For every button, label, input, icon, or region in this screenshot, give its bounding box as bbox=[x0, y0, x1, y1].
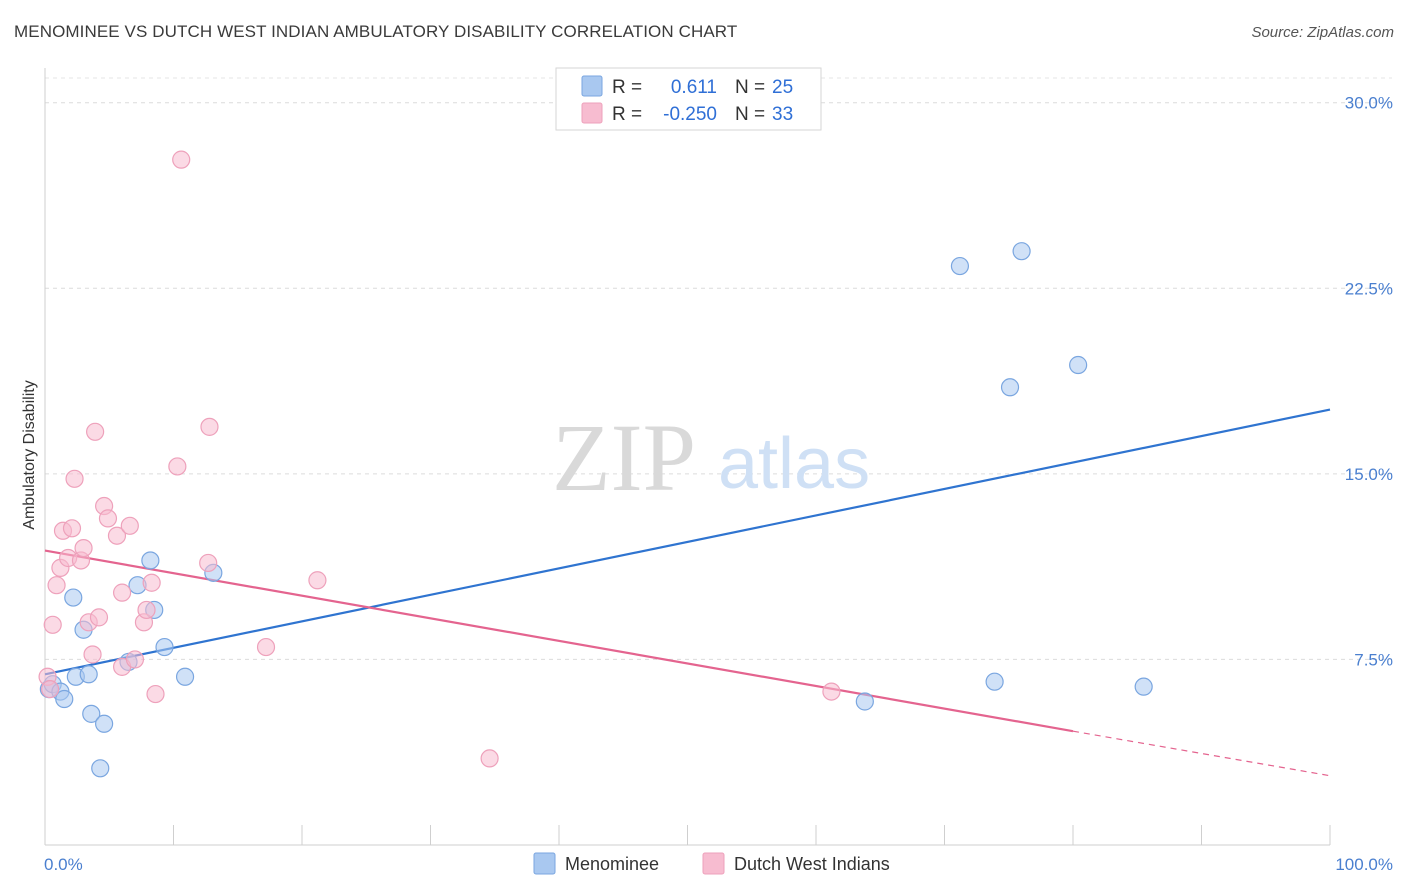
legend-n-label: N = bbox=[735, 104, 765, 125]
x-tick-label: 100.0% bbox=[1335, 855, 1393, 874]
y-tick-label: 30.0% bbox=[1345, 94, 1393, 113]
menominee-point bbox=[79, 665, 98, 684]
y-tick-label: 7.5% bbox=[1354, 650, 1393, 669]
dutch-west-indians-point bbox=[74, 538, 93, 558]
menominee-point bbox=[64, 588, 83, 607]
dutch-west-indians-point bbox=[89, 608, 109, 627]
dutch-west-indians-point bbox=[822, 682, 841, 701]
dutch-west-indians-point bbox=[125, 650, 145, 669]
dutch-west-indians-point bbox=[200, 417, 219, 436]
dutch-west-indians-point bbox=[168, 457, 187, 476]
legend-swatch-menominee bbox=[581, 75, 603, 97]
menominee-point bbox=[141, 551, 160, 570]
y-tick-label: 15.0% bbox=[1345, 465, 1393, 484]
menominee-point bbox=[1134, 677, 1153, 696]
menominee-trend-line bbox=[44, 408, 1331, 676]
y-axis-label: Ambulatory Disability bbox=[21, 380, 38, 529]
dutch-west-indians-point bbox=[142, 573, 161, 592]
dutch-west-indians-point bbox=[146, 684, 165, 704]
data-points bbox=[38, 150, 1153, 778]
dutch-west-indians-point bbox=[62, 519, 82, 538]
legend-swatch-dutch-west-indians bbox=[581, 102, 603, 124]
dutch-west-indians-point bbox=[98, 509, 118, 528]
legend-r-label: R = bbox=[612, 104, 642, 125]
dutch-west-indians-point bbox=[41, 680, 60, 699]
menominee-point bbox=[95, 714, 114, 733]
x-tick-labels: 0.0% 100.0% bbox=[44, 855, 1393, 874]
legend-n-label: N = bbox=[735, 77, 765, 98]
correlation-legend: R = 0.611 N = 25 R = -0.250 N = 33 bbox=[555, 67, 822, 131]
series-legend-swatch-dutch-west-indians bbox=[702, 852, 725, 875]
y-tick-labels: 7.5% 15.0% 22.5% 30.0% bbox=[1345, 94, 1393, 670]
dutch-west-indians-point bbox=[112, 583, 132, 602]
dutch-west-indians-point bbox=[107, 526, 127, 545]
legend-r-label: R = bbox=[612, 77, 642, 98]
series-legend-swatch-menominee bbox=[533, 852, 556, 875]
dutch-west-indians-point bbox=[172, 150, 191, 169]
legend-n-value-dutch-west-indians: 33 bbox=[772, 104, 793, 125]
legend-r-value-dutch-west-indians: -0.250 bbox=[663, 104, 717, 125]
dutch-west-indians-trend-line bbox=[44, 549, 1074, 733]
legend-n-value-menominee: 25 bbox=[772, 77, 793, 98]
dutch-west-indians-trend-extension bbox=[1072, 730, 1331, 777]
dutch-west-indians-point bbox=[43, 615, 62, 634]
x-tick-label: 0.0% bbox=[44, 855, 83, 874]
menominee-point bbox=[1069, 355, 1088, 375]
menominee-point bbox=[82, 704, 101, 723]
y-tick-label: 22.5% bbox=[1345, 279, 1393, 298]
watermark-zip: ZIP bbox=[552, 404, 696, 511]
menominee-point bbox=[855, 692, 874, 711]
menominee-point bbox=[1012, 242, 1031, 261]
menominee-point bbox=[91, 759, 110, 778]
source-label: Source: ZipAtlas.com bbox=[1251, 24, 1394, 41]
chart-title: MENOMINEE VS DUTCH WEST INDIAN AMBULATOR… bbox=[14, 22, 738, 41]
dutch-west-indians-point bbox=[120, 516, 139, 535]
menominee-point bbox=[155, 637, 174, 657]
menominee-point bbox=[175, 667, 195, 686]
menominee-point bbox=[1000, 378, 1020, 397]
dutch-west-indians-point bbox=[199, 553, 218, 573]
dutch-west-indians-point bbox=[137, 600, 156, 620]
menominee-point bbox=[985, 672, 1004, 691]
dutch-west-indians-point bbox=[47, 576, 66, 595]
dutch-west-indians-point bbox=[83, 645, 102, 664]
axes bbox=[44, 68, 1331, 846]
dutch-west-indians-point bbox=[86, 422, 105, 441]
dutch-west-indians-point bbox=[480, 749, 499, 768]
series-legend-label-menominee: Menominee bbox=[565, 854, 659, 874]
series-legend: Menominee Dutch West Indians bbox=[533, 852, 890, 875]
dutch-west-indians-point bbox=[256, 637, 276, 657]
menominee-point bbox=[950, 256, 970, 276]
dutch-west-indians-point bbox=[65, 469, 84, 488]
series-legend-label-dutch-west-indians: Dutch West Indians bbox=[734, 854, 890, 874]
menominee-point bbox=[55, 689, 74, 709]
dutch-west-indians-point bbox=[308, 571, 327, 590]
grid-lines bbox=[45, 77, 1392, 660]
legend-r-value-menominee: 0.611 bbox=[671, 77, 717, 98]
watermark-atlas: atlas bbox=[718, 424, 870, 504]
